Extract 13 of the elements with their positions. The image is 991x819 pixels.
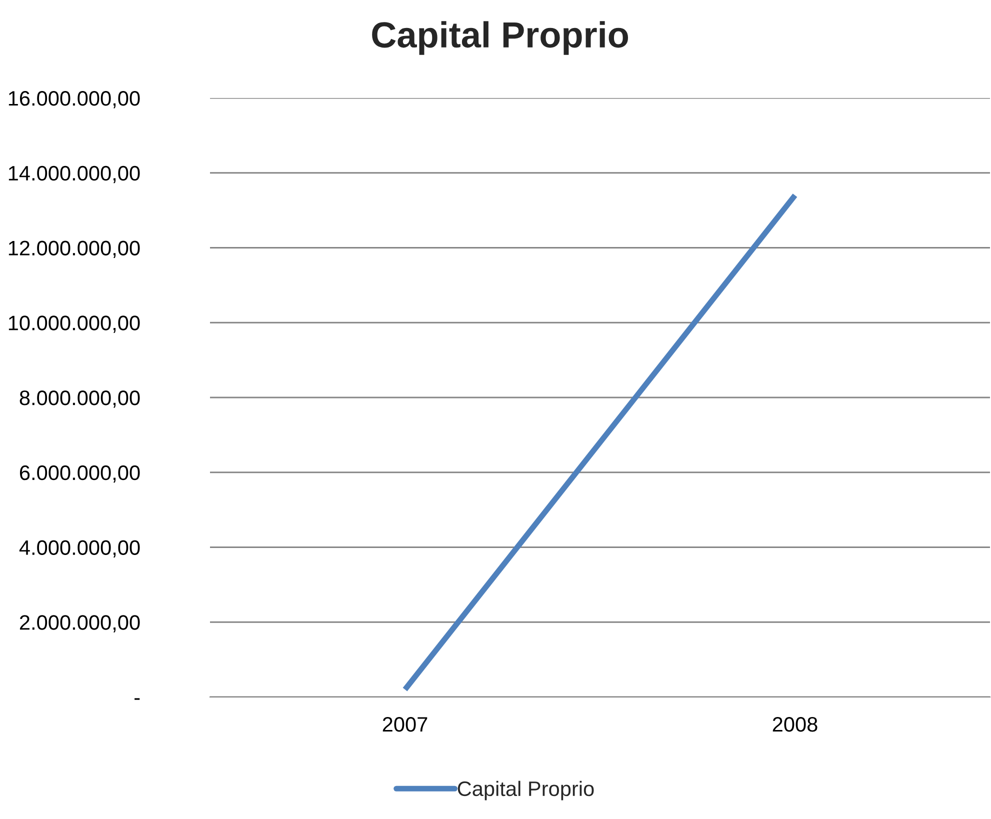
x-tick-label: 2008: [772, 716, 818, 732]
y-tick-label: 16.000.000,00: [8, 91, 140, 108]
y-tick-label: 8.000.000,00: [20, 390, 140, 408]
y-tick-label: 6.000.000,00: [20, 465, 140, 483]
y-tick-label: -: [134, 698, 140, 700]
y-tick-label: 2.000.000,00: [20, 615, 140, 632]
y-tick-label: 14.000.000,00: [8, 166, 140, 184]
y-tick-label: 10.000.000,00: [8, 316, 140, 333]
legend-label: Capital Proprio: [458, 780, 594, 800]
y-tick-label: 12.000.000,00: [8, 240, 140, 258]
chart-title: Capital Proprio: [372, 21, 628, 55]
y-tick-label: 4.000.000,00: [19, 540, 140, 558]
x-tick-label: 2007: [382, 716, 428, 732]
